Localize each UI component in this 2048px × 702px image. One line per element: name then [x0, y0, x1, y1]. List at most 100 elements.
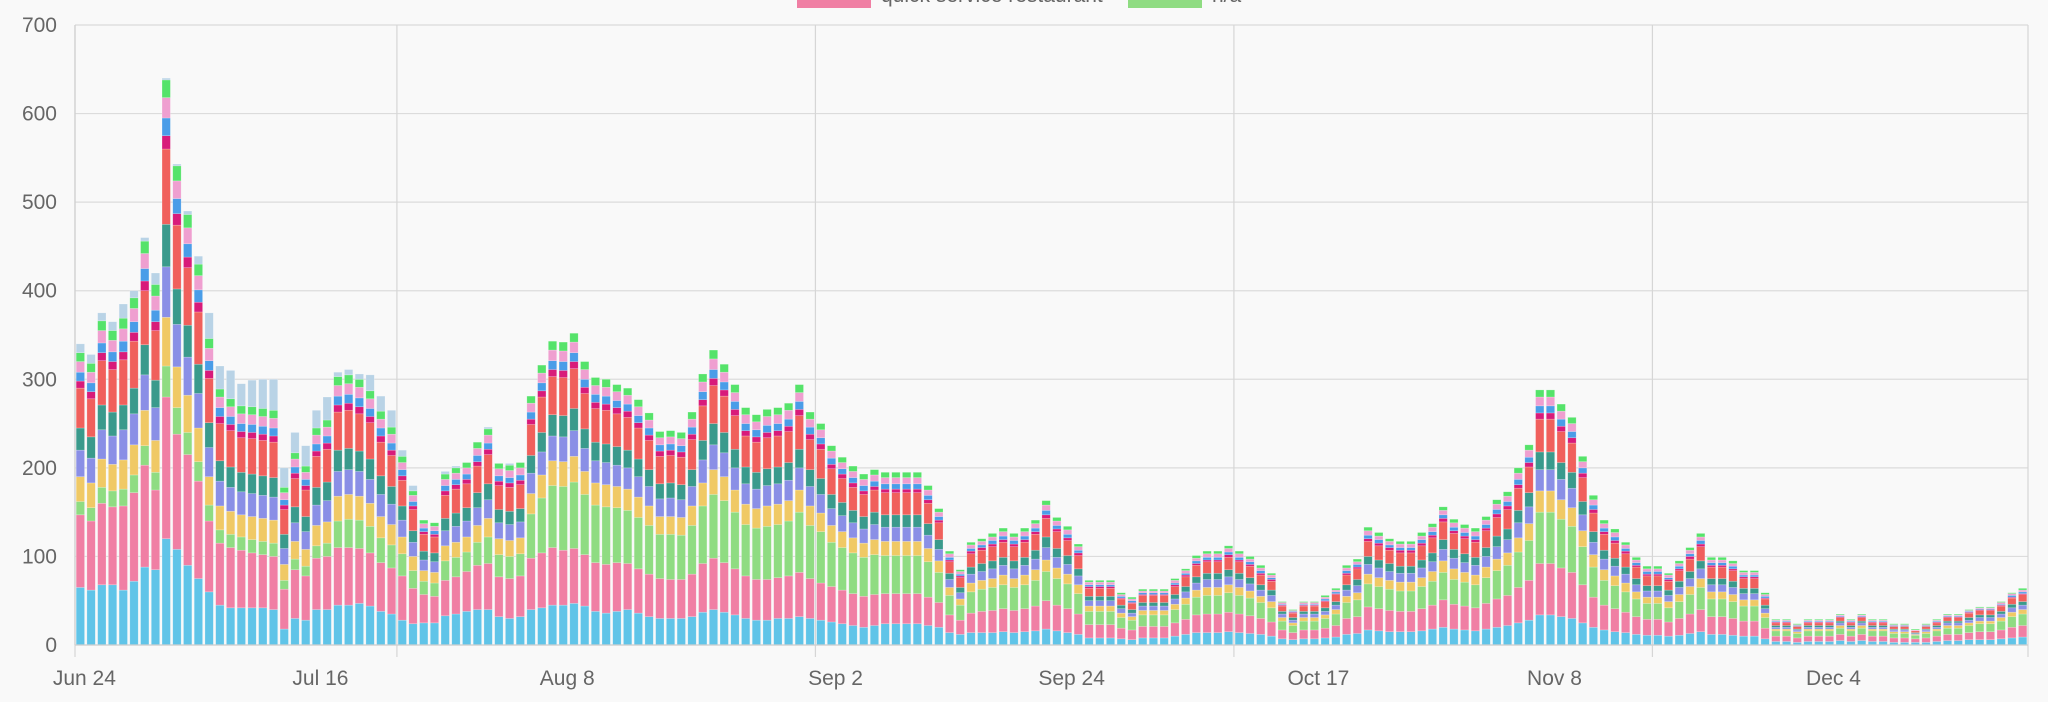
- bar-segment[interactable]: [204, 520, 214, 593]
- bar-segment[interactable]: [1653, 619, 1663, 636]
- bar-stack[interactable]: [880, 471, 890, 646]
- bar-segment[interactable]: [1245, 590, 1255, 599]
- bar-segment[interactable]: [655, 516, 665, 535]
- bar-segment[interactable]: [601, 443, 611, 463]
- bar-segment[interactable]: [1266, 601, 1276, 609]
- bar-stack[interactable]: [1159, 588, 1169, 646]
- bar-segment[interactable]: [1009, 536, 1019, 541]
- bar-segment[interactable]: [1256, 584, 1266, 591]
- bar-segment[interactable]: [419, 523, 429, 529]
- bar-segment[interactable]: [451, 557, 461, 578]
- bar-segment[interactable]: [1760, 608, 1770, 614]
- bar-segment[interactable]: [666, 533, 676, 580]
- bar-segment[interactable]: [934, 602, 944, 628]
- bar-stack[interactable]: [1545, 389, 1555, 646]
- bar-segment[interactable]: [1052, 525, 1062, 530]
- bar-segment[interactable]: [1696, 609, 1706, 633]
- bar-segment[interactable]: [1513, 484, 1523, 489]
- bar-segment[interactable]: [1545, 490, 1555, 513]
- bar-segment[interactable]: [869, 480, 879, 487]
- bar-segment[interactable]: [1138, 614, 1148, 627]
- bar-segment[interactable]: [419, 550, 429, 561]
- bar-segment[interactable]: [86, 382, 96, 392]
- bar-segment[interactable]: [666, 430, 676, 438]
- bar-segment[interactable]: [86, 507, 96, 522]
- bar-segment[interactable]: [1095, 624, 1105, 639]
- bar-stack[interactable]: [1266, 572, 1276, 646]
- bar-segment[interactable]: [354, 406, 364, 415]
- bar-segment[interactable]: [827, 464, 837, 470]
- bar-segment[interactable]: [1299, 638, 1309, 646]
- bar-segment[interactable]: [1706, 584, 1716, 593]
- bar-segment[interactable]: [387, 486, 397, 505]
- bar-segment[interactable]: [1545, 614, 1555, 646]
- bar-segment[interactable]: [698, 391, 708, 400]
- bar-segment[interactable]: [1277, 638, 1287, 646]
- bar-segment[interactable]: [108, 506, 118, 586]
- bar-segment[interactable]: [1932, 630, 1942, 637]
- bar-segment[interactable]: [1503, 505, 1513, 510]
- bar-segment[interactable]: [719, 371, 729, 383]
- bar-stack[interactable]: [1492, 499, 1502, 646]
- bar-stack[interactable]: [580, 361, 590, 646]
- bar-segment[interactable]: [1932, 619, 1942, 621]
- bar-segment[interactable]: [1009, 543, 1019, 547]
- bar-segment[interactable]: [215, 416, 225, 424]
- bar-segment[interactable]: [1492, 499, 1502, 505]
- bar-segment[interactable]: [397, 469, 407, 477]
- bar-segment[interactable]: [601, 462, 611, 485]
- bar-segment[interactable]: [1621, 611, 1631, 633]
- bar-segment[interactable]: [848, 537, 858, 554]
- bar-segment[interactable]: [1771, 619, 1781, 621]
- bar-segment[interactable]: [1653, 590, 1663, 598]
- bar-stack[interactable]: [1395, 541, 1405, 646]
- bar-segment[interactable]: [1953, 625, 1963, 629]
- bar-segment[interactable]: [108, 435, 118, 465]
- bar-segment[interactable]: [1728, 580, 1738, 588]
- bar-segment[interactable]: [708, 494, 718, 559]
- bar-segment[interactable]: [762, 437, 772, 470]
- bar-segment[interactable]: [1932, 622, 1942, 626]
- bar-segment[interactable]: [1717, 598, 1727, 617]
- bar-segment[interactable]: [1556, 479, 1566, 501]
- bar-segment[interactable]: [1181, 576, 1191, 587]
- bar-segment[interactable]: [1116, 617, 1126, 629]
- bar-segment[interactable]: [1385, 549, 1395, 564]
- bar-segment[interactable]: [129, 413, 139, 446]
- bar-segment[interactable]: [301, 531, 311, 550]
- bar-segment[interactable]: [1352, 592, 1362, 601]
- bar-segment[interactable]: [1309, 605, 1319, 612]
- bar-segment[interactable]: [1106, 595, 1116, 602]
- bar-segment[interactable]: [1556, 499, 1566, 520]
- bar-segment[interactable]: [1524, 466, 1534, 493]
- bar-segment[interactable]: [1460, 527, 1470, 533]
- bar-segment[interactable]: [1535, 405, 1545, 414]
- bar-segment[interactable]: [140, 445, 150, 466]
- bar-segment[interactable]: [902, 555, 912, 594]
- bar-segment[interactable]: [1406, 552, 1416, 567]
- bar-segment[interactable]: [762, 432, 772, 439]
- bar-segment[interactable]: [773, 435, 783, 468]
- bar-segment[interactable]: [966, 553, 976, 568]
- bar-stack[interactable]: [1524, 444, 1534, 646]
- bar-segment[interactable]: [161, 79, 171, 98]
- bar-segment[interactable]: [1030, 549, 1040, 560]
- bar-segment[interactable]: [1299, 601, 1309, 603]
- bar-segment[interactable]: [1352, 599, 1362, 617]
- bar-segment[interactable]: [344, 383, 354, 395]
- bar-segment[interactable]: [1063, 537, 1073, 541]
- bar-segment[interactable]: [1277, 617, 1287, 622]
- bar-segment[interactable]: [666, 482, 676, 499]
- bar-segment[interactable]: [837, 456, 847, 463]
- bar-segment[interactable]: [623, 609, 633, 646]
- bar-segment[interactable]: [279, 548, 289, 565]
- bar-segment[interactable]: [97, 352, 107, 361]
- bar-segment[interactable]: [1556, 462, 1566, 480]
- bar-segment[interactable]: [301, 565, 311, 577]
- bar-segment[interactable]: [365, 605, 375, 646]
- bar-segment[interactable]: [526, 455, 536, 474]
- bar-segment[interactable]: [354, 519, 364, 549]
- bar-segment[interactable]: [1395, 552, 1405, 567]
- bar-stack[interactable]: [923, 485, 933, 646]
- bar-segment[interactable]: [1406, 547, 1416, 551]
